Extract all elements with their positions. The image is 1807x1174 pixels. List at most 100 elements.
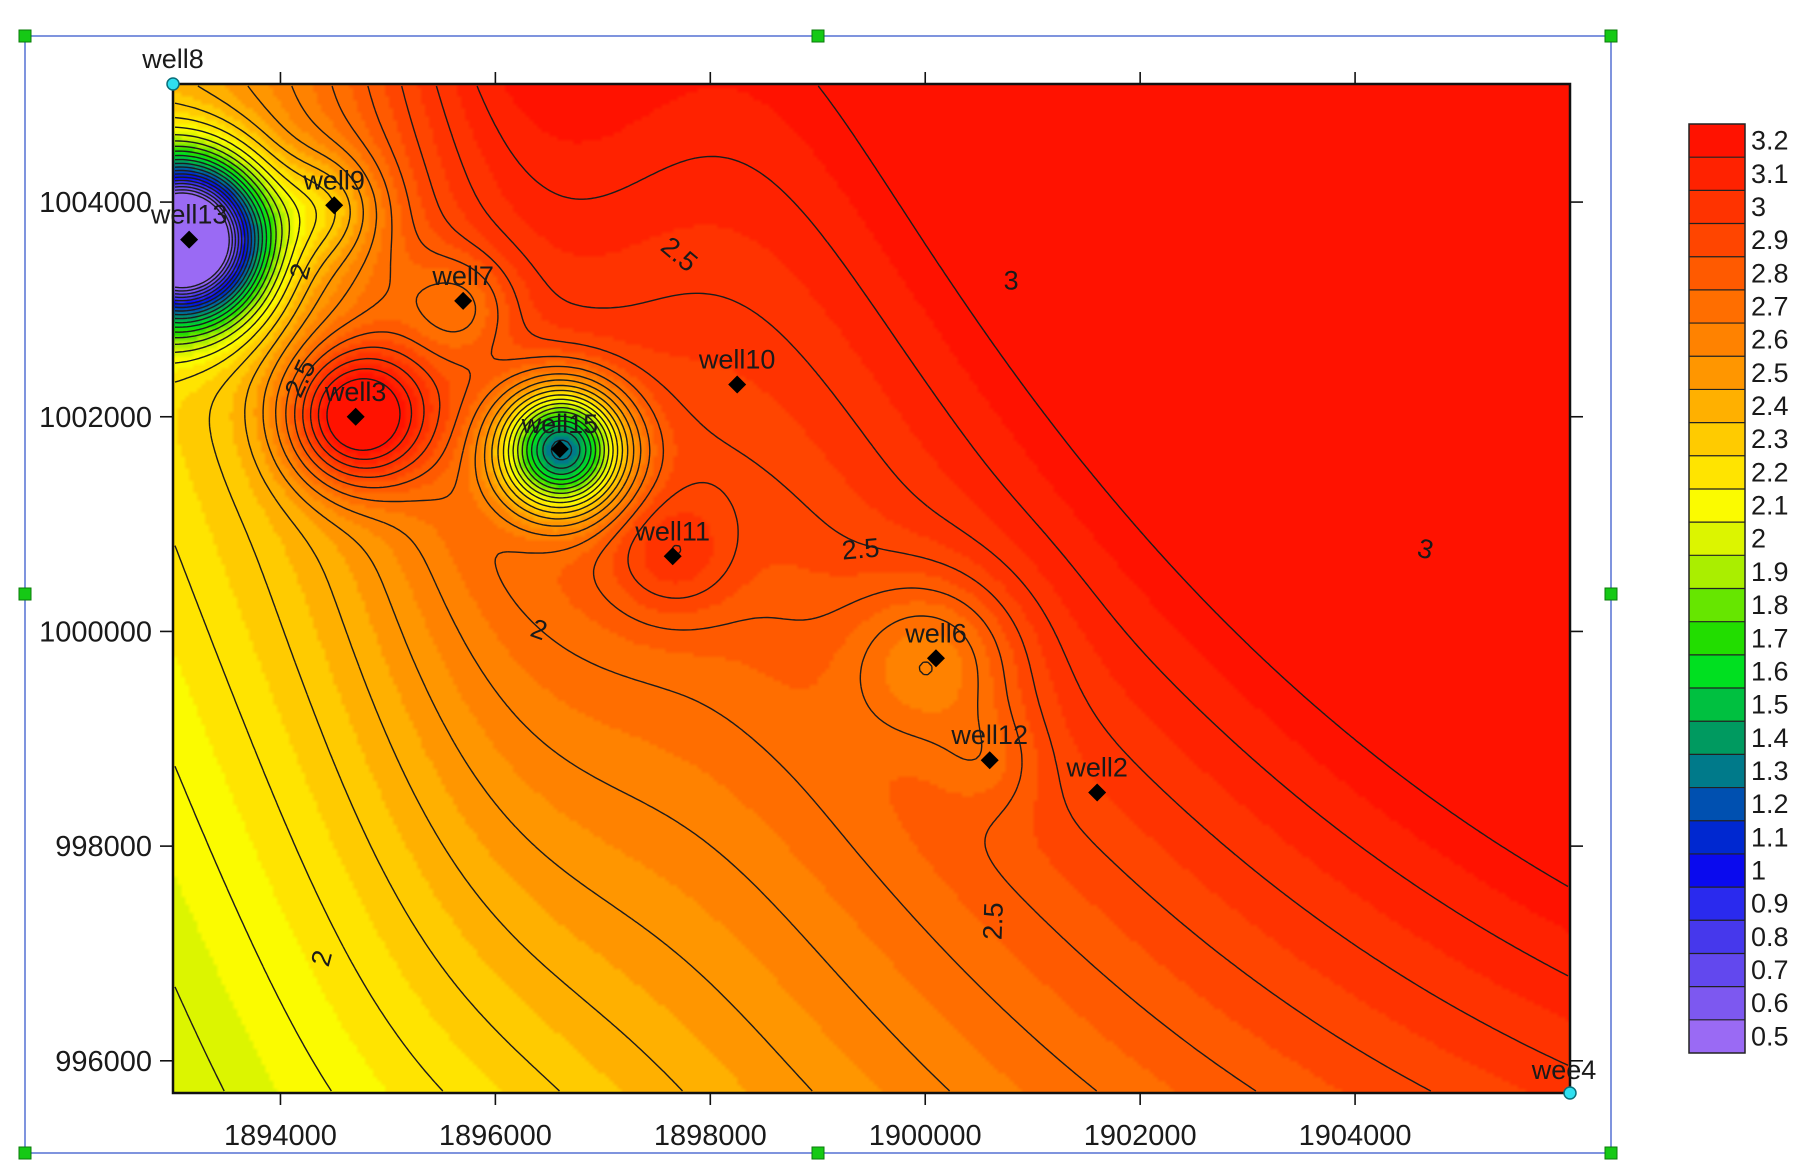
colorbar-label: 1.8 bbox=[1751, 590, 1789, 620]
colorbar-label: 0.7 bbox=[1751, 955, 1789, 985]
contour-line bbox=[174, 182, 240, 299]
colorbar-label: 2.5 bbox=[1751, 358, 1789, 388]
y-tick-label: 1002000 bbox=[39, 402, 152, 434]
colorbar-label: 2.4 bbox=[1751, 391, 1789, 421]
contour-line bbox=[197, 85, 684, 1092]
contour-line bbox=[174, 176, 246, 305]
colorbar-label: 1.2 bbox=[1751, 789, 1789, 819]
colorbar-label: 1.4 bbox=[1751, 723, 1789, 753]
colorbar-swatch bbox=[1689, 953, 1745, 988]
contour-line bbox=[317, 85, 1569, 977]
colorbar-label: 0.9 bbox=[1751, 889, 1789, 919]
x-tick-label: 1902000 bbox=[1084, 1120, 1197, 1152]
colorbar-label: 2.6 bbox=[1751, 325, 1789, 355]
resize-handle[interactable] bbox=[1604, 587, 1618, 601]
colorbar-swatch bbox=[1689, 688, 1745, 722]
well-marker[interactable] bbox=[663, 547, 682, 566]
colorbar-swatch bbox=[1689, 787, 1745, 822]
well-marker[interactable] bbox=[980, 751, 999, 770]
colorbar-label: 0.5 bbox=[1751, 1021, 1789, 1051]
x-tick-label: 1900000 bbox=[869, 1120, 982, 1152]
colorbar-swatch bbox=[1689, 853, 1745, 888]
contour-line bbox=[174, 169, 253, 312]
resize-handle[interactable] bbox=[18, 587, 32, 601]
contour-line bbox=[174, 162, 581, 469]
colorbar-swatch bbox=[1689, 422, 1745, 457]
colorbar-label: 0.8 bbox=[1751, 922, 1789, 952]
contour-line bbox=[285, 85, 1098, 1092]
colorbar-label: 2.3 bbox=[1751, 424, 1789, 454]
colorbar-swatch bbox=[1689, 488, 1745, 523]
well-label: well2 bbox=[1065, 752, 1128, 782]
plot-frame bbox=[171, 82, 1572, 1095]
contour-line bbox=[174, 126, 614, 1092]
corner-handle[interactable] bbox=[166, 77, 180, 91]
colorbar-swatch bbox=[1689, 389, 1745, 424]
contour-line bbox=[174, 116, 619, 1092]
resize-handle[interactable] bbox=[811, 29, 825, 43]
resize-handle[interactable] bbox=[1604, 1146, 1618, 1160]
colorbar-label: 2.1 bbox=[1751, 491, 1789, 521]
colorbar-label: 2 bbox=[1751, 524, 1766, 554]
colorbar-swatch bbox=[1689, 754, 1745, 789]
well-marker[interactable] bbox=[550, 439, 569, 458]
contour-value-label: 2.5 bbox=[978, 902, 1009, 941]
resize-handle[interactable] bbox=[18, 1146, 32, 1160]
colorbar-legend: 3.23.132.92.82.72.62.52.42.32.22.121.91.… bbox=[1688, 123, 1789, 1054]
contour-value-label: 3 bbox=[1414, 533, 1436, 566]
x-tick-label: 1894000 bbox=[224, 1120, 337, 1152]
colorbar-swatch bbox=[1689, 289, 1745, 324]
x-tick-label: 1898000 bbox=[654, 1120, 767, 1152]
well-markers[interactable]: well8 well9 well13 well7 well3 well10 well15 we… bbox=[141, 44, 1597, 1100]
resize-handle[interactable] bbox=[1604, 29, 1618, 43]
well-label: well13 bbox=[150, 200, 228, 230]
colorbar-swatch bbox=[1689, 223, 1745, 258]
contour-line bbox=[302, 85, 1432, 1092]
contour-line bbox=[175, 145, 601, 490]
well-label: well15 bbox=[521, 409, 599, 439]
colorbar-swatch bbox=[1689, 522, 1745, 556]
well-label: well3 bbox=[324, 377, 387, 407]
colorbar-swatch bbox=[1689, 887, 1745, 921]
colorbar-swatch bbox=[1689, 986, 1745, 1021]
colorbar-label: 3.2 bbox=[1751, 126, 1789, 156]
corner-handle[interactable] bbox=[1563, 1086, 1577, 1100]
y-tick-label: 996000 bbox=[55, 1046, 152, 1078]
well-marker[interactable] bbox=[926, 649, 945, 668]
colorbar-frame bbox=[1688, 123, 1746, 1054]
colorbar-label: 3 bbox=[1751, 192, 1766, 222]
colorbar-swatch bbox=[1689, 157, 1745, 191]
well-label: wee4 bbox=[1531, 1055, 1597, 1085]
resize-handle[interactable] bbox=[18, 29, 32, 43]
contour-value-label: 2 bbox=[284, 260, 317, 282]
well-marker[interactable] bbox=[1088, 783, 1107, 802]
contour-line bbox=[174, 158, 587, 475]
contour-line bbox=[174, 134, 610, 1092]
resize-handle[interactable] bbox=[811, 1146, 825, 1160]
contour-line bbox=[174, 173, 249, 309]
contour-line bbox=[174, 154, 592, 481]
well-marker[interactable] bbox=[180, 230, 199, 249]
colorbar-swatch bbox=[1689, 1019, 1745, 1054]
y-tick-label: 1000000 bbox=[39, 616, 152, 648]
colorbar-label: 2.7 bbox=[1751, 291, 1789, 321]
colorbar-swatch bbox=[1689, 721, 1745, 755]
well-marker[interactable] bbox=[454, 291, 473, 310]
colorbar-label: 0.6 bbox=[1751, 988, 1789, 1018]
contour-line bbox=[174, 186, 237, 295]
contour-line bbox=[174, 140, 605, 494]
well-marker[interactable] bbox=[728, 375, 747, 394]
contour-line bbox=[247, 85, 813, 1092]
well-label: well8 bbox=[141, 44, 204, 74]
y-tick-label: 998000 bbox=[55, 831, 152, 863]
contour-line bbox=[174, 189, 233, 292]
colorbar-swatch bbox=[1689, 124, 1745, 158]
well-marker[interactable] bbox=[346, 407, 365, 426]
selection-handles[interactable] bbox=[18, 29, 1618, 1160]
colorbar-swatch bbox=[1689, 820, 1745, 855]
well-marker[interactable] bbox=[325, 196, 344, 215]
contour-line bbox=[174, 102, 624, 1092]
colorbar-label: 1 bbox=[1751, 856, 1766, 886]
colorbar-label: 1.5 bbox=[1751, 690, 1789, 720]
